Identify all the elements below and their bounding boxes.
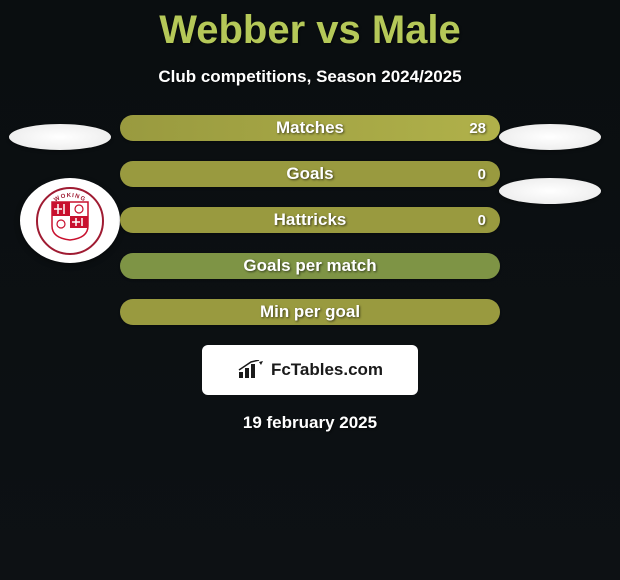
- stat-label: Goals: [286, 164, 333, 184]
- stat-label: Matches: [276, 118, 344, 138]
- subtitle: Club competitions, Season 2024/2025: [0, 67, 620, 87]
- stat-value: 0: [478, 212, 486, 229]
- stat-bar-hattricks: Hattricks 0: [120, 207, 500, 233]
- stat-label: Hattricks: [274, 210, 347, 230]
- brand-text: FcTables.com: [271, 360, 383, 380]
- stat-bar-matches: Matches 28: [120, 115, 500, 141]
- stat-bar-min-per-goal: Min per goal: [120, 299, 500, 325]
- page-title: Webber vs Male: [0, 0, 620, 53]
- stats-container: Matches 28 Goals 0 Hattricks 0 Goals per…: [0, 115, 620, 325]
- stat-label: Goals per match: [243, 256, 376, 276]
- chart-icon: [237, 360, 265, 380]
- brand-box[interactable]: FcTables.com: [202, 345, 418, 395]
- stat-label: Min per goal: [260, 302, 360, 322]
- stat-bar-goals-per-match: Goals per match: [120, 253, 500, 279]
- date-text: 19 february 2025: [0, 413, 620, 433]
- stat-bar-goals: Goals 0: [120, 161, 500, 187]
- stat-value: 28: [469, 120, 486, 137]
- stat-value: 0: [478, 166, 486, 183]
